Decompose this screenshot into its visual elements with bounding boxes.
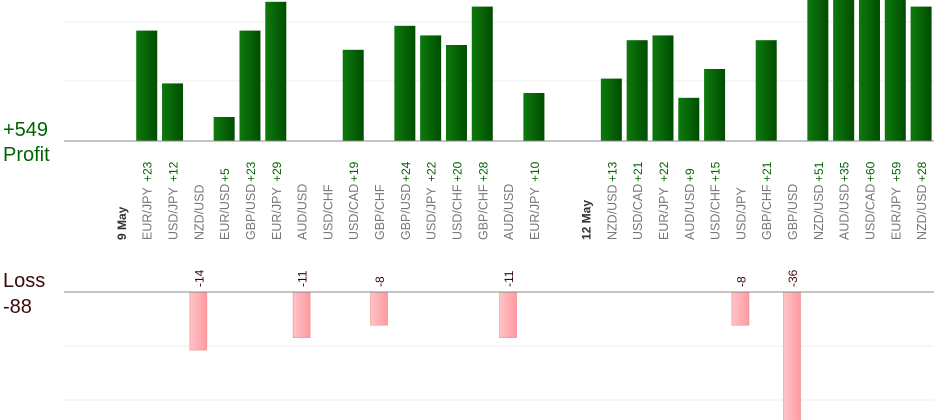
profit-value-label: +15 bbox=[709, 161, 723, 182]
loss-value-label: -8 bbox=[734, 276, 748, 287]
profit-value-label: +60 bbox=[863, 161, 877, 182]
profit-value-label: +51 bbox=[812, 161, 826, 182]
date-label: 12 May bbox=[580, 200, 594, 240]
loss-bar bbox=[370, 291, 388, 326]
loss-value-label: -11 bbox=[296, 270, 310, 287]
profit-bar bbox=[807, 0, 829, 141]
category-label: EUR/JPY bbox=[528, 187, 542, 240]
profit-bar bbox=[420, 35, 442, 141]
category-label: EUR/USD bbox=[218, 184, 232, 240]
profit-value-label: +23 bbox=[244, 161, 258, 182]
profit-bar bbox=[833, 0, 855, 141]
category-label: USD/CAD bbox=[863, 184, 877, 240]
profit-value-label: +9 bbox=[683, 168, 697, 182]
loss-value-label: -8 bbox=[373, 276, 387, 287]
category-label: USD/CAD bbox=[347, 184, 361, 240]
category-label: GBP/CHF bbox=[476, 184, 490, 240]
profit-bars bbox=[136, 0, 932, 142]
profit-bar bbox=[136, 30, 158, 142]
profit-bar bbox=[755, 40, 777, 142]
category-label: USD/CHF bbox=[450, 184, 464, 240]
profit-value-label: +19 bbox=[347, 161, 361, 182]
profit-value-label: +22 bbox=[657, 161, 671, 182]
profit-bar bbox=[704, 69, 726, 141]
category-label: AUD/USD bbox=[502, 184, 516, 240]
category-label: AUD/USD bbox=[683, 184, 697, 240]
profit-value-label: +10 bbox=[528, 161, 542, 182]
loss-bar bbox=[783, 291, 801, 420]
category-label: GBP/CHF bbox=[760, 184, 774, 240]
profit-value-label: +29 bbox=[270, 161, 284, 182]
category-label: EUR/JPY bbox=[657, 187, 671, 240]
category-label: USD/JPY bbox=[734, 187, 748, 240]
profit-value-label: +21 bbox=[631, 161, 645, 182]
profit-bar bbox=[858, 0, 880, 141]
loss-bar bbox=[189, 291, 208, 351]
profit-bar bbox=[445, 45, 467, 141]
profit-value-label: +12 bbox=[167, 161, 181, 182]
profit-value-label: +5 bbox=[218, 168, 232, 182]
category-label: USD/JPY bbox=[425, 187, 439, 240]
category-label: USD/CAD bbox=[631, 184, 645, 240]
profit-value-label: +28 bbox=[476, 161, 490, 182]
category-label: NZD/USD bbox=[192, 184, 206, 240]
category-label: NZD/USD bbox=[915, 184, 929, 240]
category-label: AUD/USD bbox=[838, 184, 852, 240]
category-label: EUR/JPY bbox=[889, 187, 903, 240]
profit-bar bbox=[471, 6, 493, 141]
category-labels: 9 May EUR/JPY USD/JPY NZD/USD EUR/USD GBP/USD… bbox=[115, 184, 929, 240]
profit-value-label: +23 bbox=[141, 161, 155, 182]
category-label: USD/CHF bbox=[321, 184, 335, 240]
category-label: EUR/JPY bbox=[270, 187, 284, 240]
profit-value-label: +20 bbox=[450, 161, 464, 182]
category-label: NZD/USD bbox=[812, 184, 826, 240]
category-label: NZD/USD bbox=[605, 184, 619, 240]
loss-bar bbox=[731, 291, 750, 326]
profit-bar bbox=[600, 78, 622, 141]
profit-value-label: +59 bbox=[889, 161, 903, 182]
loss-value-label: -14 bbox=[192, 269, 206, 287]
category-label: EUR/JPY bbox=[141, 187, 155, 240]
profit-value-label: +28 bbox=[915, 161, 929, 182]
profit-bar bbox=[523, 93, 545, 141]
profit-bar bbox=[265, 1, 287, 141]
profit-bar bbox=[162, 83, 184, 141]
profit-bar bbox=[884, 0, 906, 142]
value-labels: +23 +12 -14 +5 +23 +29 -11 +19 -8 +24 +22 +20 +28 -11… bbox=[141, 161, 929, 287]
profit-bar bbox=[910, 6, 932, 141]
category-label: GBP/CHF bbox=[373, 184, 387, 240]
profit-bar bbox=[213, 117, 235, 141]
category-label: AUD/USD bbox=[296, 184, 310, 240]
profit-value-label: +35 bbox=[838, 161, 852, 182]
profit-value-label: +13 bbox=[605, 161, 619, 182]
loss-bar bbox=[499, 291, 517, 338]
profit-value-label: +24 bbox=[399, 161, 413, 182]
profit-bar bbox=[342, 49, 364, 141]
profit-bar bbox=[626, 40, 648, 142]
category-label: USD/JPY bbox=[167, 187, 181, 240]
category-label: GBP/USD bbox=[399, 184, 413, 240]
loss-total: -88 bbox=[3, 296, 32, 318]
loss-value-label: -11 bbox=[502, 270, 516, 287]
loss-label: Loss bbox=[3, 270, 46, 292]
axes bbox=[64, 140, 934, 293]
category-label: GBP/USD bbox=[244, 184, 258, 240]
profit-bar bbox=[394, 25, 416, 141]
loss-bar bbox=[292, 291, 311, 338]
category-label: GBP/USD bbox=[786, 184, 800, 240]
profit-label: Profit bbox=[3, 144, 50, 166]
loss-value-label: -36 bbox=[786, 269, 800, 287]
date-label: 9 May bbox=[115, 206, 129, 240]
profit-bar bbox=[652, 35, 674, 141]
profit-total: +549 bbox=[3, 119, 49, 141]
profit-bar bbox=[239, 30, 261, 142]
profit-bar bbox=[678, 97, 700, 141]
loss-bars bbox=[189, 291, 801, 420]
category-label: USD/CHF bbox=[709, 184, 723, 240]
profit-value-label: +22 bbox=[425, 161, 439, 182]
profit-value-label: +21 bbox=[760, 161, 774, 182]
